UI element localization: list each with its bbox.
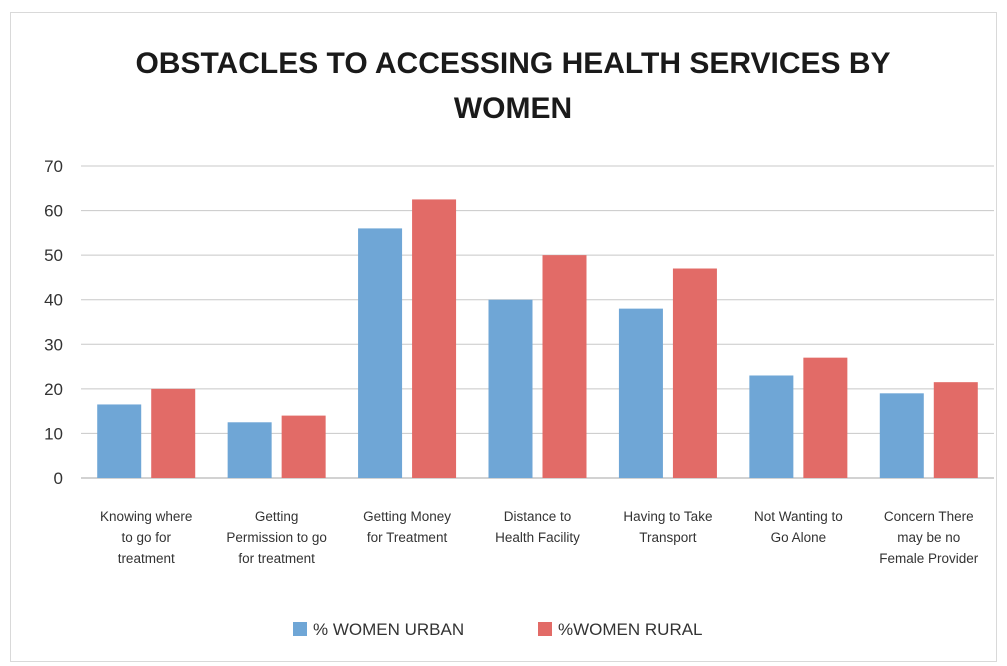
chart-frame: OBSTACLES TO ACCESSING HEALTH SERVICES B…: [10, 12, 997, 662]
x-tick-label: Go Alone: [771, 530, 827, 545]
y-tick-label: 10: [44, 424, 63, 443]
bar-urban: [227, 422, 272, 478]
legend: % WOMEN URBAN %WOMEN RURAL: [293, 620, 703, 639]
x-tick-label: to go for: [121, 530, 171, 545]
bar-rural: [412, 199, 457, 478]
gridlines: [81, 165, 994, 479]
bar-urban: [879, 393, 924, 478]
x-tick-label: Health Facility: [495, 530, 580, 545]
bar-urban: [749, 375, 794, 478]
chart-title: OBSTACLES TO ACCESSING HEALTH SERVICES B…: [135, 47, 890, 125]
legend-swatch: [538, 622, 552, 636]
x-tick-label: Permission to go: [226, 530, 327, 545]
y-tick-label: 60: [44, 202, 63, 221]
y-tick-label: 20: [44, 380, 63, 399]
x-tick-label: for Treatment: [367, 530, 448, 545]
y-tick-label: 70: [44, 157, 63, 176]
y-tick-label: 50: [44, 246, 63, 265]
legend-label: %WOMEN RURAL: [558, 620, 703, 639]
y-tick-label: 0: [54, 469, 63, 488]
bar-rural: [672, 268, 717, 478]
bar-rural: [281, 415, 326, 478]
x-tick-label: Distance to: [504, 509, 572, 524]
x-tick-label: Getting Money: [363, 509, 451, 524]
legend-label: % WOMEN URBAN: [313, 620, 464, 639]
x-tick-label: may be no: [897, 530, 960, 545]
x-tick-label: Knowing where: [100, 509, 192, 524]
x-tick-label: for treatment: [238, 551, 315, 566]
x-tick-label: Not Wanting to: [754, 509, 843, 524]
chart-title-line: WOMEN: [454, 92, 572, 125]
x-tick-label: Female Provider: [879, 551, 979, 566]
legend-swatch: [293, 622, 307, 636]
x-axis-ticks: Knowing where to go for treatment Getting Pe…: [100, 509, 979, 566]
x-tick-label: Transport: [639, 530, 697, 545]
x-tick-label: Having to Take: [623, 509, 712, 524]
bar-urban: [358, 228, 403, 478]
bar-urban: [618, 308, 663, 478]
bar-urban: [97, 404, 142, 478]
chart-svg: OBSTACLES TO ACCESSING HEALTH SERVICES B…: [44, 47, 994, 639]
x-tick-label: Getting: [255, 509, 299, 524]
bar-rural: [151, 388, 196, 478]
x-tick-label: Concern There: [884, 509, 974, 524]
bars: [97, 199, 978, 478]
y-tick-label: 40: [44, 291, 63, 310]
y-tick-label: 30: [44, 335, 63, 354]
bar-rural: [933, 382, 978, 478]
y-axis-ticks: 0 10 20 30 40 50 60 70: [44, 157, 63, 488]
x-tick-label: treatment: [118, 551, 175, 566]
bar-rural: [542, 255, 587, 478]
chart-title-line: OBSTACLES TO ACCESSING HEALTH SERVICES B…: [135, 47, 890, 80]
bar-urban: [488, 299, 533, 478]
bar-rural: [803, 357, 848, 478]
